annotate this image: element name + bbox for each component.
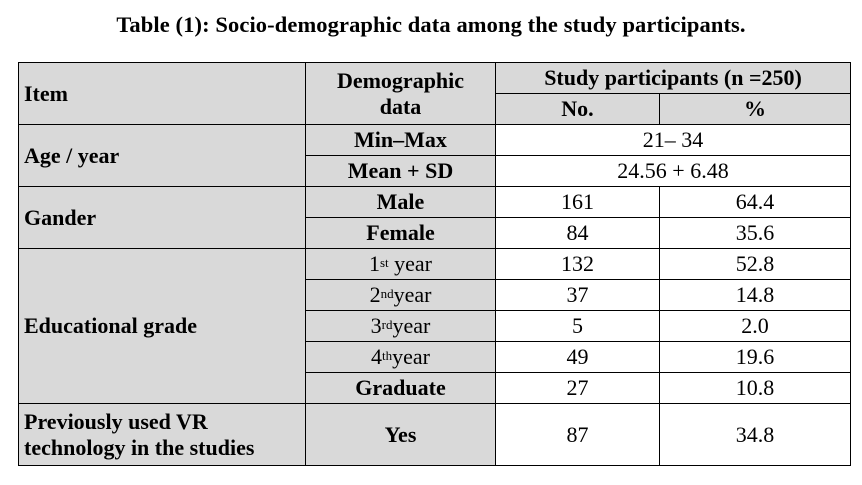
edu-year-1-no: 132	[495, 248, 660, 280]
row-age-minmax: Age / year Min–Max 21– 34	[18, 124, 852, 187]
header-percent: %	[658, 93, 852, 125]
edu-year-2-suffix: year	[393, 282, 432, 307]
gender-female-label: Female	[305, 217, 496, 249]
edu-year-4-sup: th	[382, 348, 393, 363]
edu-year-4-num: 4	[371, 344, 382, 369]
edu-year-3-suffix: year	[392, 313, 431, 338]
gender-male-label: Male	[305, 186, 496, 218]
edu-year-1-label: 1st year	[305, 248, 496, 280]
header-demographic: Demographic data	[305, 62, 496, 125]
demographic-table: Item Demographic data Study participants…	[18, 62, 852, 466]
edu-year-1-suffix: year	[388, 251, 433, 276]
vr-pct: 34.8	[658, 403, 852, 466]
edu-graduate-no: 27	[495, 372, 660, 404]
header-demographic-line1: Demographic	[336, 67, 465, 93]
header-row-2: No. %	[19, 93, 852, 125]
gender-female-no: 84	[495, 217, 660, 249]
edu-year-4-label: 4thyear	[305, 341, 496, 373]
edu-year-2-label: 2ndyear	[305, 279, 496, 311]
gender-label: Gander	[18, 186, 306, 249]
age-minmax-label: Min–Max	[305, 124, 496, 156]
row-edu-2: 2ndyear 37 14.8	[19, 279, 852, 311]
edu-year-4-no: 49	[495, 341, 660, 373]
header-study-participants: Study participants (n =250)	[494, 62, 852, 94]
gender-female-pct: 35.6	[658, 217, 852, 249]
edu-year-3-sup: rd	[381, 317, 393, 332]
edu-year-4-pct: 19.6	[658, 341, 852, 373]
edu-year-2-pct: 14.8	[658, 279, 852, 311]
edu-year-2-num: 2	[369, 282, 381, 307]
edu-year-4-suffix: year	[392, 344, 430, 369]
age-label: Age / year	[18, 124, 306, 187]
vr-answer: Yes	[305, 403, 496, 466]
edu-graduate-label: Graduate	[305, 372, 496, 404]
vr-label-line1: Previously used VR	[24, 408, 208, 434]
row-edu-1: Educational grade 1st year 132 52.8	[18, 248, 852, 404]
edu-year-3-label: 3rdyear	[305, 310, 496, 342]
header-item: Item	[18, 62, 306, 125]
header-row-1: Item Demographic data Study participants…	[18, 62, 852, 125]
edu-graduate-pct: 10.8	[658, 372, 852, 404]
edu-year-3-no: 5	[495, 310, 660, 342]
header-demographic-line2: data	[379, 93, 422, 119]
vr-label-line2: technology in the studies	[24, 434, 255, 460]
vr-no: 87	[495, 403, 660, 466]
edu-year-1-pct: 52.8	[658, 248, 852, 280]
edu-year-2-sup: nd	[380, 286, 394, 301]
row-vr: Previously used VR technology in the stu…	[18, 403, 852, 466]
edu-year-3-num: 3	[370, 313, 382, 338]
row-gender-male: Gander Male 161 64.4	[18, 186, 852, 249]
edu-year-1-sup: st	[379, 255, 389, 270]
age-mean-label: Mean + SD	[305, 155, 496, 187]
age-mean-value: 24.56 + 6.48	[494, 155, 852, 187]
edu-year-1-num: 1	[368, 251, 380, 276]
row-edu-3: 3rdyear 5 2.0	[19, 310, 852, 342]
row-edu-graduate: Graduate 27 10.8	[19, 372, 852, 404]
gender-male-pct: 64.4	[658, 186, 852, 218]
edu-year-3-pct: 2.0	[658, 310, 852, 342]
vr-label: Previously used VR technology in the stu…	[18, 403, 306, 466]
education-label: Educational grade	[18, 248, 306, 404]
header-no: No.	[495, 93, 660, 125]
edu-year-2-no: 37	[495, 279, 660, 311]
row-edu-4: 4thyear 49 19.6	[19, 341, 852, 373]
table-caption: Table (1): Socio-demographic data among …	[116, 12, 746, 37]
gender-male-no: 161	[495, 186, 660, 218]
age-minmax-value: 21– 34	[494, 124, 852, 156]
